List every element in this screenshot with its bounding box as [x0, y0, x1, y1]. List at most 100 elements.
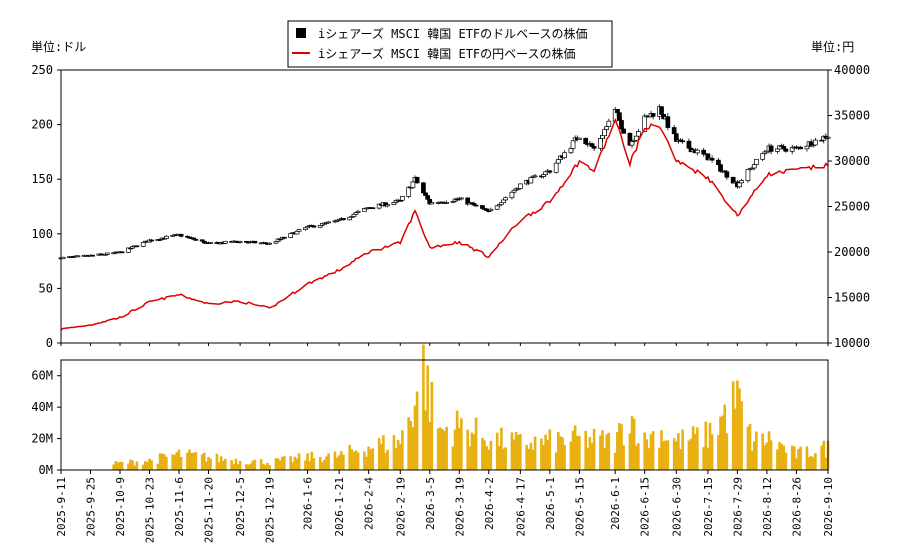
x-tick-label: 2026-2-4: [363, 477, 376, 530]
volume-bar: [116, 462, 120, 470]
volume-bar: [487, 449, 491, 470]
volume-bar: [253, 459, 257, 470]
candle-body: [425, 195, 430, 200]
candle-body: [760, 153, 766, 160]
volume-bar: [769, 440, 773, 470]
volume-bar: [822, 440, 826, 470]
volume-bar: [748, 423, 752, 470]
volume-bar: [472, 434, 476, 470]
volume-bar: [441, 428, 444, 470]
candle-body: [589, 143, 595, 147]
candle-body: [421, 182, 426, 194]
volume-bar: [677, 433, 680, 470]
usd-candles: [58, 104, 831, 260]
volume-bar: [620, 424, 623, 470]
candle-body: [532, 175, 538, 178]
volume-bar: [529, 442, 533, 470]
volume-bar: [586, 447, 590, 470]
volume-bar: [660, 430, 663, 470]
volume-bar: [356, 452, 360, 470]
candle-body: [680, 140, 685, 143]
candle-body: [798, 146, 803, 150]
volume-bar: [293, 456, 297, 470]
volume-bar: [436, 428, 440, 470]
candle-body: [621, 128, 626, 134]
volume-bar: [335, 457, 339, 470]
volume-bar: [738, 388, 741, 470]
candle-body: [370, 207, 376, 210]
candle-body: [164, 235, 169, 239]
volume-bar: [689, 438, 693, 470]
volume-bar: [691, 426, 695, 470]
candle-body: [659, 106, 664, 115]
volume-bar: [129, 459, 132, 470]
legend-jpy-label: iシェアーズ MSCI 韓国 ETFの円ベースの株価: [318, 46, 576, 61]
volume-bar: [175, 452, 179, 470]
volume-y-tick-label: 60M: [31, 369, 53, 383]
volume-bar: [556, 431, 560, 470]
volume-y-tick-label: 0M: [39, 463, 53, 477]
candle-body: [543, 171, 548, 175]
volume-bar: [245, 464, 248, 470]
volume-bar: [674, 441, 678, 470]
volume-bar: [325, 456, 328, 470]
volume-bar: [264, 465, 267, 470]
volume-bar: [333, 451, 337, 470]
x-tick-label: 2025-12-5: [234, 477, 247, 537]
volume-bar: [780, 443, 783, 470]
volume-bar: [207, 457, 210, 470]
volume-bar: [799, 446, 802, 470]
volume-bar: [607, 432, 611, 470]
volume-bar: [162, 454, 166, 470]
volume-bar: [696, 427, 699, 470]
candle-body: [775, 148, 780, 152]
candle-body: [617, 112, 622, 121]
volume-bar: [165, 456, 168, 470]
volume-bar: [512, 439, 516, 470]
candle-body: [562, 152, 567, 159]
x-tick-label: 2025-9-11: [55, 477, 68, 537]
legend-usd-marker: [296, 28, 306, 38]
volume-bar: [171, 454, 174, 470]
y-right-tick-label: 30000: [834, 154, 870, 168]
candle-body: [671, 127, 677, 135]
volume-bar: [752, 441, 756, 470]
volume-bar: [797, 449, 800, 470]
x-tick-label: 2026-3-19: [453, 477, 466, 537]
volume-bar: [807, 457, 811, 470]
candle-body: [423, 192, 428, 196]
volume-bar: [814, 453, 817, 470]
volume-bar: [179, 457, 183, 470]
y-right-tick-label: 40000: [834, 63, 870, 77]
volume-bar: [261, 463, 265, 470]
candle-body: [414, 177, 420, 184]
volume-bar: [544, 434, 547, 470]
volume-bar: [160, 453, 164, 470]
volume-bar: [278, 460, 282, 470]
volume-bar: [445, 426, 448, 470]
volume-bar: [519, 434, 522, 470]
volume-bar: [365, 456, 368, 470]
volume-bar: [561, 437, 564, 470]
volume-bar: [824, 457, 828, 470]
volume-bar: [217, 462, 221, 470]
volume-bar: [573, 425, 577, 470]
volume-bar: [590, 443, 594, 470]
volume-bar: [460, 418, 463, 470]
volume-bar: [457, 427, 461, 470]
volume-bar: [717, 435, 720, 470]
volume-bar: [497, 445, 501, 470]
volume-bar: [725, 433, 729, 470]
volume-bar: [809, 456, 813, 470]
y-left-tick-label: 150: [31, 172, 53, 186]
volume-bar: [230, 460, 233, 470]
volume-bar: [569, 441, 573, 470]
candle-body: [140, 242, 146, 247]
volume-bar: [251, 460, 255, 470]
volume-bar: [268, 465, 271, 470]
volume-bar: [704, 421, 708, 470]
volume-bar: [723, 404, 727, 470]
candle-body: [501, 199, 506, 204]
volume-bar: [658, 447, 661, 470]
volume-bar: [392, 435, 396, 470]
